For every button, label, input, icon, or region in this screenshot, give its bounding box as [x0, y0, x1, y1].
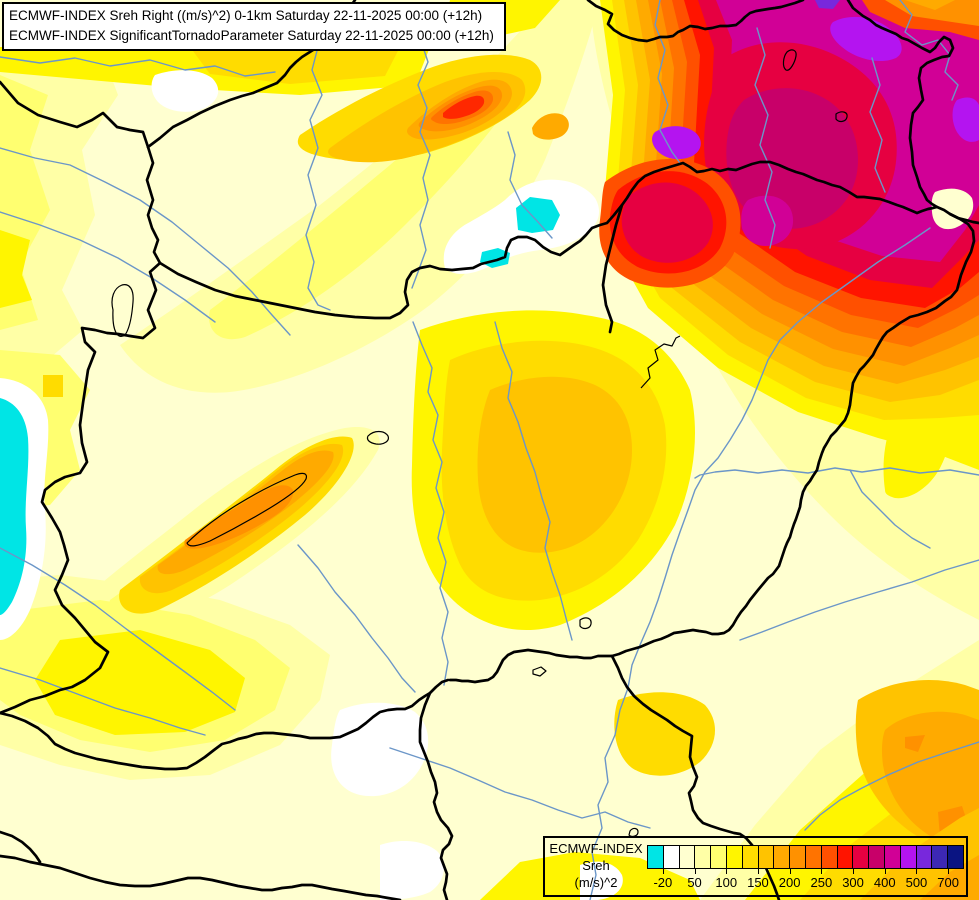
legend-tick-label: -20 [653, 875, 673, 890]
legend-color-cell [932, 846, 949, 868]
title-line-1: ECMWF-INDEX Sreh Right ((m/s)^2) 0-1km S… [9, 8, 483, 23]
legend-tick-row: -20 50 100 150 200 250 300 400 500 700 [647, 869, 964, 895]
legend-color-cell [884, 846, 901, 868]
legend-tick-label: 500 [905, 875, 928, 890]
legend-color-cell [948, 846, 963, 868]
legend-tick [916, 869, 918, 874]
lakes [111, 49, 848, 838]
title-line-2: ECMWF-INDEX SignificantTornadoParameter … [9, 28, 494, 43]
legend-color-cell [837, 846, 854, 868]
legend-color-cell [853, 846, 870, 868]
legend-color-cell [648, 846, 664, 868]
legend: ECMWF-INDEX Sreh (m/s)^2 -20 50 100 150 200 2… [543, 836, 968, 897]
legend-color-cell [758, 846, 775, 868]
legend-tick [694, 869, 696, 874]
legend-tick-label: 50 [687, 875, 702, 890]
legend-tick-label: 150 [747, 875, 769, 890]
legend-color-cell [869, 846, 885, 868]
legend-color-cell [663, 846, 680, 868]
legend-tick [662, 869, 664, 874]
legend-tick-label: 100 [715, 875, 738, 890]
legend-tick [948, 869, 950, 874]
legend-tick [789, 869, 791, 874]
legend-text: ECMWF-INDEX Sreh (m/s)^2 [545, 840, 647, 891]
legend-color-cell [900, 846, 917, 868]
legend-tick [884, 869, 886, 874]
legend-tick-label: 200 [778, 875, 801, 890]
legend-tick [853, 869, 855, 874]
legend-color-cell [774, 846, 791, 868]
legend-colorbar [647, 845, 964, 869]
legend-tick-label: 250 [810, 875, 833, 890]
title-box: ECMWF-INDEX Sreh Right ((m/s)^2) 0-1km S… [2, 2, 506, 51]
legend-tick-label: 300 [842, 875, 864, 890]
legend-color-cell [711, 846, 727, 868]
legend-color-cell [726, 846, 743, 868]
legend-title: ECMWF-INDEX [549, 841, 643, 856]
legend-color-cell [695, 846, 712, 868]
legend-color-cell [805, 846, 822, 868]
legend-color-cell [679, 846, 696, 868]
legend-tick-label: 400 [873, 875, 896, 890]
legend-tick-label: 700 [937, 875, 959, 890]
legend-tick [821, 869, 823, 874]
legend-color-cell [790, 846, 806, 868]
legend-color-cell [742, 846, 759, 868]
legend-color-cell [916, 846, 933, 868]
legend-color-cell [821, 846, 838, 868]
legend-tick [757, 869, 759, 874]
legend-units: (m/s)^2 [574, 875, 618, 890]
legend-tick [726, 869, 728, 874]
legend-parameter: Sreh [582, 858, 610, 873]
